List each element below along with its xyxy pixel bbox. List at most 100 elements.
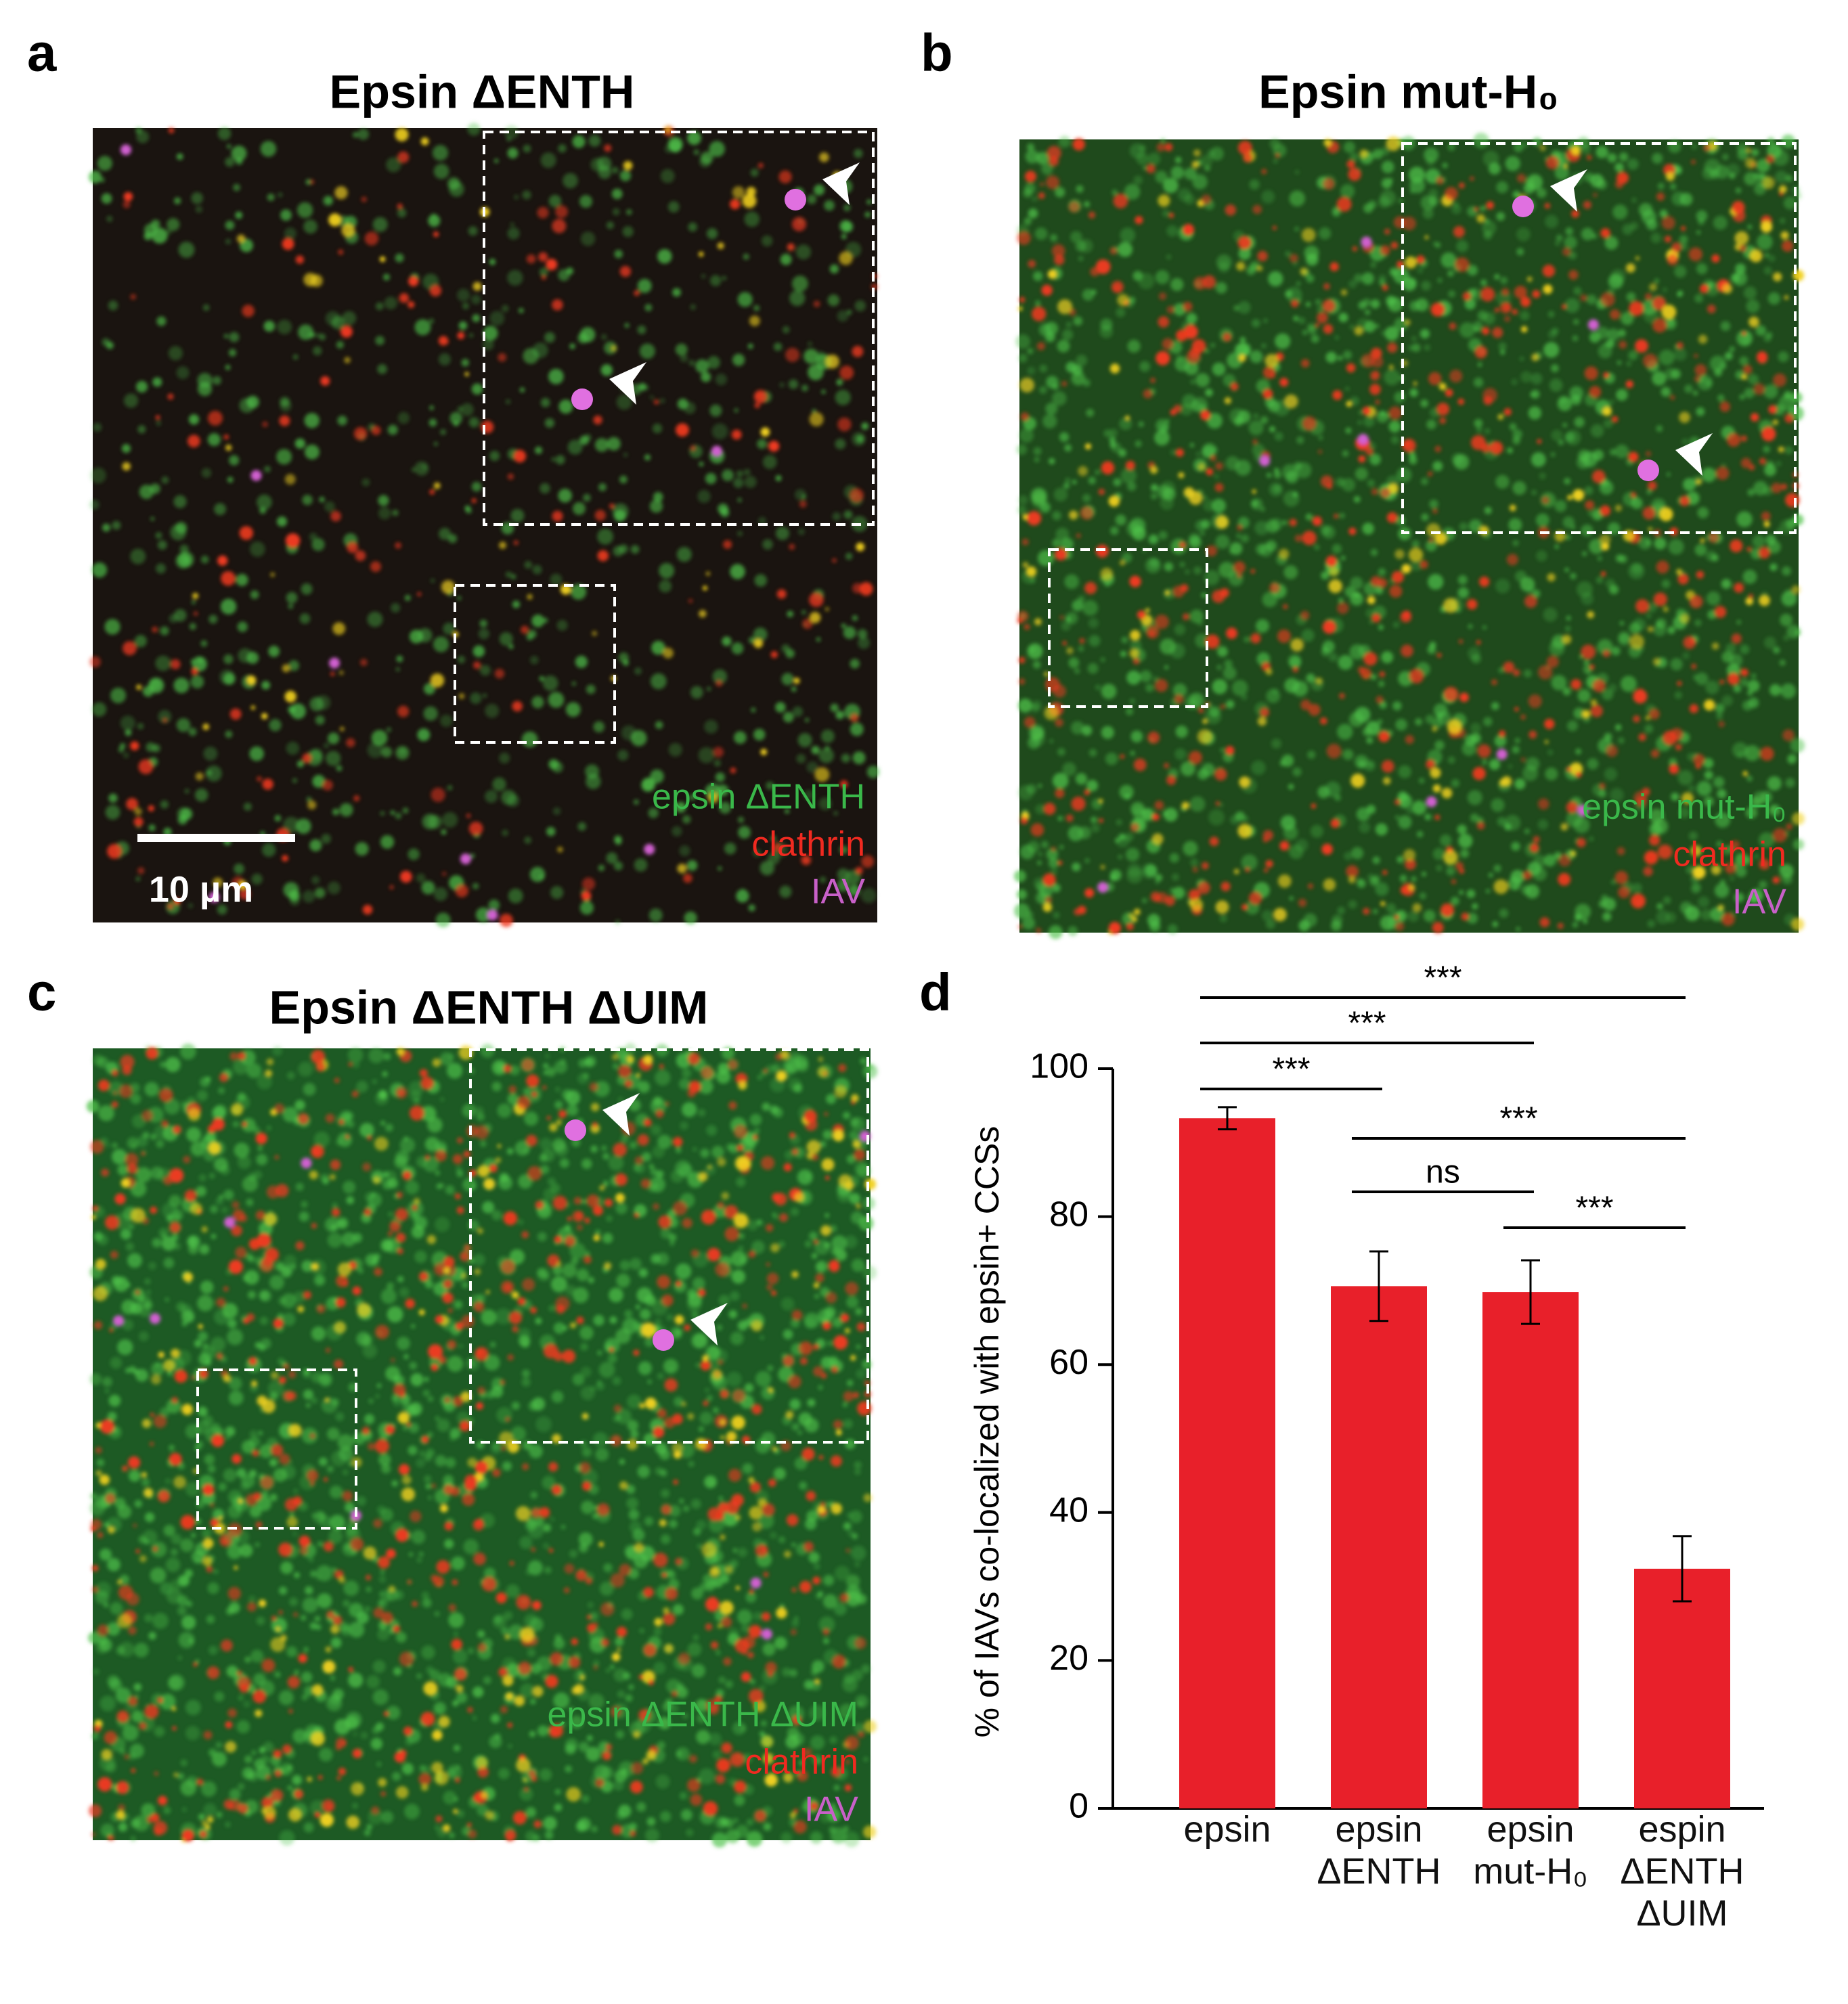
green-spot <box>223 673 236 685</box>
green-spot <box>653 1662 666 1674</box>
green-spot <box>588 135 601 147</box>
green-spot <box>105 1762 116 1773</box>
green-spot <box>278 1690 294 1706</box>
red-spot <box>549 1729 558 1737</box>
red-spot <box>91 1565 99 1572</box>
red-spot <box>397 1412 410 1424</box>
red-spot <box>1237 236 1252 250</box>
green-spot <box>1088 635 1101 647</box>
green-spot <box>161 476 169 484</box>
red-spot <box>1108 495 1120 507</box>
red-spot <box>1020 412 1030 422</box>
green-spot <box>832 1317 843 1328</box>
green-spot <box>1119 784 1134 799</box>
green-spot <box>1261 343 1267 349</box>
green-spot <box>1118 854 1123 860</box>
green-spot <box>555 455 565 465</box>
green-spot <box>1421 280 1431 291</box>
green-spot <box>690 686 703 699</box>
panel-title: Epsin mut-H₀ <box>1258 65 1559 118</box>
green-spot <box>248 1772 258 1782</box>
red-spot <box>1501 288 1510 296</box>
red-spot <box>123 192 133 202</box>
green-spot <box>1296 436 1304 444</box>
green-spot <box>1018 698 1032 713</box>
red-spot <box>1149 466 1158 474</box>
green-spot <box>214 1691 225 1702</box>
red-spot <box>803 1541 814 1552</box>
red-spot <box>1513 669 1520 677</box>
green-spot <box>691 1664 705 1678</box>
green-spot <box>123 393 139 408</box>
red-spot <box>1308 703 1321 716</box>
green-spot <box>1736 620 1742 625</box>
red-spot <box>1243 153 1253 163</box>
red-spot <box>1164 763 1170 769</box>
red-spot <box>282 855 288 862</box>
green-spot <box>1407 910 1420 922</box>
green-spot <box>1498 667 1505 673</box>
red-spot <box>1339 692 1345 699</box>
red-spot <box>1762 177 1775 190</box>
green-spot <box>180 1043 196 1060</box>
green-spot <box>1585 669 1591 675</box>
red-spot <box>1635 339 1648 353</box>
green-spot <box>760 1720 767 1727</box>
green-spot <box>139 1331 149 1341</box>
green-spot <box>1345 386 1350 391</box>
green-spot <box>760 860 774 876</box>
red-spot <box>1053 684 1066 698</box>
green-spot <box>385 1238 401 1253</box>
green-spot <box>238 1783 245 1790</box>
green-spot <box>472 883 479 890</box>
green-spot <box>760 1685 766 1691</box>
red-spot <box>809 592 824 607</box>
red-spot <box>158 1352 164 1358</box>
green-spot <box>1512 429 1522 439</box>
green-spot <box>1732 742 1748 758</box>
green-spot <box>846 309 852 315</box>
green-spot <box>529 1617 544 1632</box>
red-spot <box>1757 351 1768 363</box>
red-spot <box>466 814 471 818</box>
red-spot <box>1020 817 1028 824</box>
green-spot <box>1701 467 1717 483</box>
green-spot <box>496 1407 512 1423</box>
green-spot <box>1367 479 1376 487</box>
green-spot <box>1602 688 1614 700</box>
green-spot <box>686 1829 694 1837</box>
green-spot <box>644 1828 659 1843</box>
green-spot <box>238 1695 244 1701</box>
red-spot <box>1323 878 1336 891</box>
red-spot <box>395 542 401 549</box>
green-spot <box>1398 815 1412 829</box>
green-spot <box>1081 725 1093 736</box>
green-spot <box>264 466 271 473</box>
green-spot <box>753 728 766 741</box>
red-spot <box>1690 845 1702 857</box>
green-spot <box>1048 858 1059 868</box>
green-spot <box>368 1398 374 1404</box>
green-spot <box>160 800 169 809</box>
red-spot <box>742 194 757 208</box>
green-spot <box>818 748 835 763</box>
green-spot <box>866 199 872 205</box>
green-spot <box>152 377 162 387</box>
green-spot <box>1495 579 1510 594</box>
green-spot <box>1035 804 1046 815</box>
green-spot <box>404 1804 420 1819</box>
red-spot <box>441 580 456 594</box>
green-spot <box>1370 674 1377 680</box>
green-spot <box>1289 896 1294 901</box>
green-spot <box>643 384 649 391</box>
red-spot <box>1589 664 1595 670</box>
green-spot <box>1049 925 1063 939</box>
green-spot <box>1381 160 1394 174</box>
red-spot <box>362 904 373 915</box>
red-spot <box>1328 579 1342 594</box>
green-spot <box>858 1701 863 1706</box>
green-spot <box>259 507 267 514</box>
red-spot <box>1683 636 1696 649</box>
green-spot <box>774 1636 787 1650</box>
red-spot <box>1717 904 1724 911</box>
